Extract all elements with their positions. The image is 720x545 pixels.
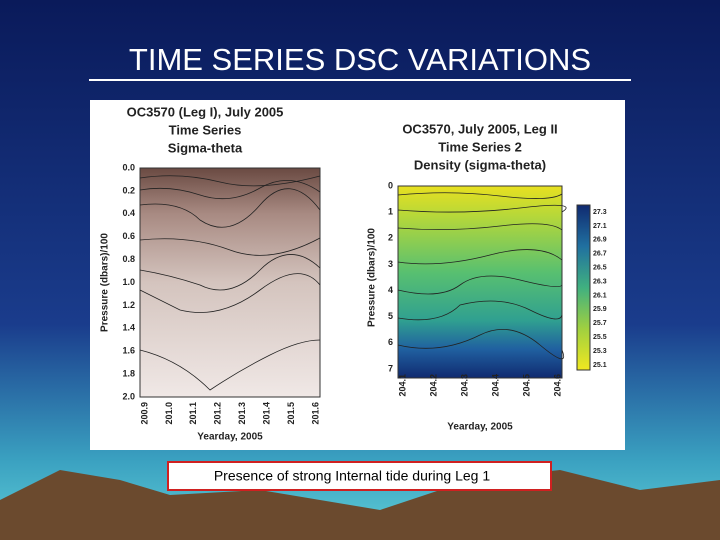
colorbar-label: 26.9 (593, 237, 607, 244)
y-tick-label: 0.8 (122, 254, 135, 264)
y-tick-label: 5 (388, 311, 393, 321)
y-tick-label: 6 (388, 337, 393, 347)
y-tick-label: 1.4 (122, 323, 135, 333)
y-tick-label: 4 (388, 285, 393, 295)
y-axis-label: Pressure (dbars)/100 (100, 233, 111, 332)
y-tick-label: 1.8 (122, 368, 135, 378)
x-tick-label: 201.1 (188, 402, 198, 425)
x-tick-label: 204.5 (521, 374, 531, 397)
panel-title: Time Series 2 (438, 139, 522, 154)
caption: Presence of strong Internal tide during … (214, 468, 491, 484)
panel-title: Density (sigma-theta) (414, 157, 546, 172)
panel-title: OC3570, July 2005, Leg II (402, 121, 557, 136)
x-tick-label: 204.3 (459, 374, 469, 397)
panel-title: Sigma-theta (168, 140, 243, 155)
y-tick-label: 1.6 (122, 346, 135, 356)
colorbar-label: 25.9 (593, 306, 607, 313)
colorbar-label: 26.1 (593, 292, 607, 299)
colorbar-label: 27.3 (593, 209, 607, 216)
colorbar-label: 25.3 (593, 348, 607, 355)
y-tick-label: 1.2 (122, 300, 135, 310)
caption-box (167, 461, 552, 491)
x-tick-label: 204.4 (490, 374, 500, 397)
colorbar-label: 27.1 (593, 223, 607, 230)
y-tick-label: 2 (388, 233, 393, 243)
left-plot (139, 167, 321, 398)
y-tick-label: 1 (388, 207, 393, 217)
x-tick-label: 201.6 (310, 402, 320, 425)
panel-title: Time Series (169, 122, 242, 137)
colorbar-label: 26.7 (593, 251, 607, 258)
y-axis-label: Pressure (dbars)/100 (367, 228, 378, 327)
colorbar (576, 204, 591, 371)
x-tick-label: 201.3 (237, 402, 247, 425)
y-tick-label: 7 (388, 363, 393, 373)
y-tick-label: 2.0 (122, 391, 135, 401)
x-tick-label: 204.2 (428, 374, 438, 397)
x-tick-label: 201.0 (164, 402, 174, 425)
y-tick-label: 3 (388, 259, 393, 269)
x-axis-label: Yearday, 2005 (447, 422, 513, 433)
slide-title: TIME SERIES DSC VARIATIONS (129, 42, 591, 77)
panel-title: OC3570 (Leg I), July 2005 (127, 104, 284, 119)
x-tick-label: 201.4 (262, 402, 272, 425)
y-tick-label: 1.0 (122, 277, 135, 287)
right-plot (397, 185, 563, 379)
x-tick-label: 204.6 (552, 374, 562, 397)
x-tick-label: 201.2 (213, 402, 223, 425)
y-tick-label: 0.2 (122, 185, 135, 195)
left-contours (139, 175, 321, 391)
y-tick-label: 0.6 (122, 231, 135, 241)
colorbar-label: 26.3 (593, 278, 607, 285)
y-tick-label: 0 (388, 180, 393, 190)
colorbar-label: 25.1 (593, 362, 607, 369)
y-tick-label: 0.0 (122, 162, 135, 172)
colorbar-label: 25.5 (593, 334, 607, 341)
colorbar-label: 26.5 (593, 264, 607, 271)
x-axis-label: Yearday, 2005 (197, 432, 263, 443)
y-tick-label: 0.4 (122, 208, 135, 218)
x-tick-label: 201.5 (286, 402, 296, 425)
x-tick-label: 200.9 (139, 402, 149, 425)
colorbar-label: 25.7 (593, 320, 607, 327)
right-contours (397, 192, 567, 360)
x-tick-label: 204.1 (397, 374, 407, 397)
